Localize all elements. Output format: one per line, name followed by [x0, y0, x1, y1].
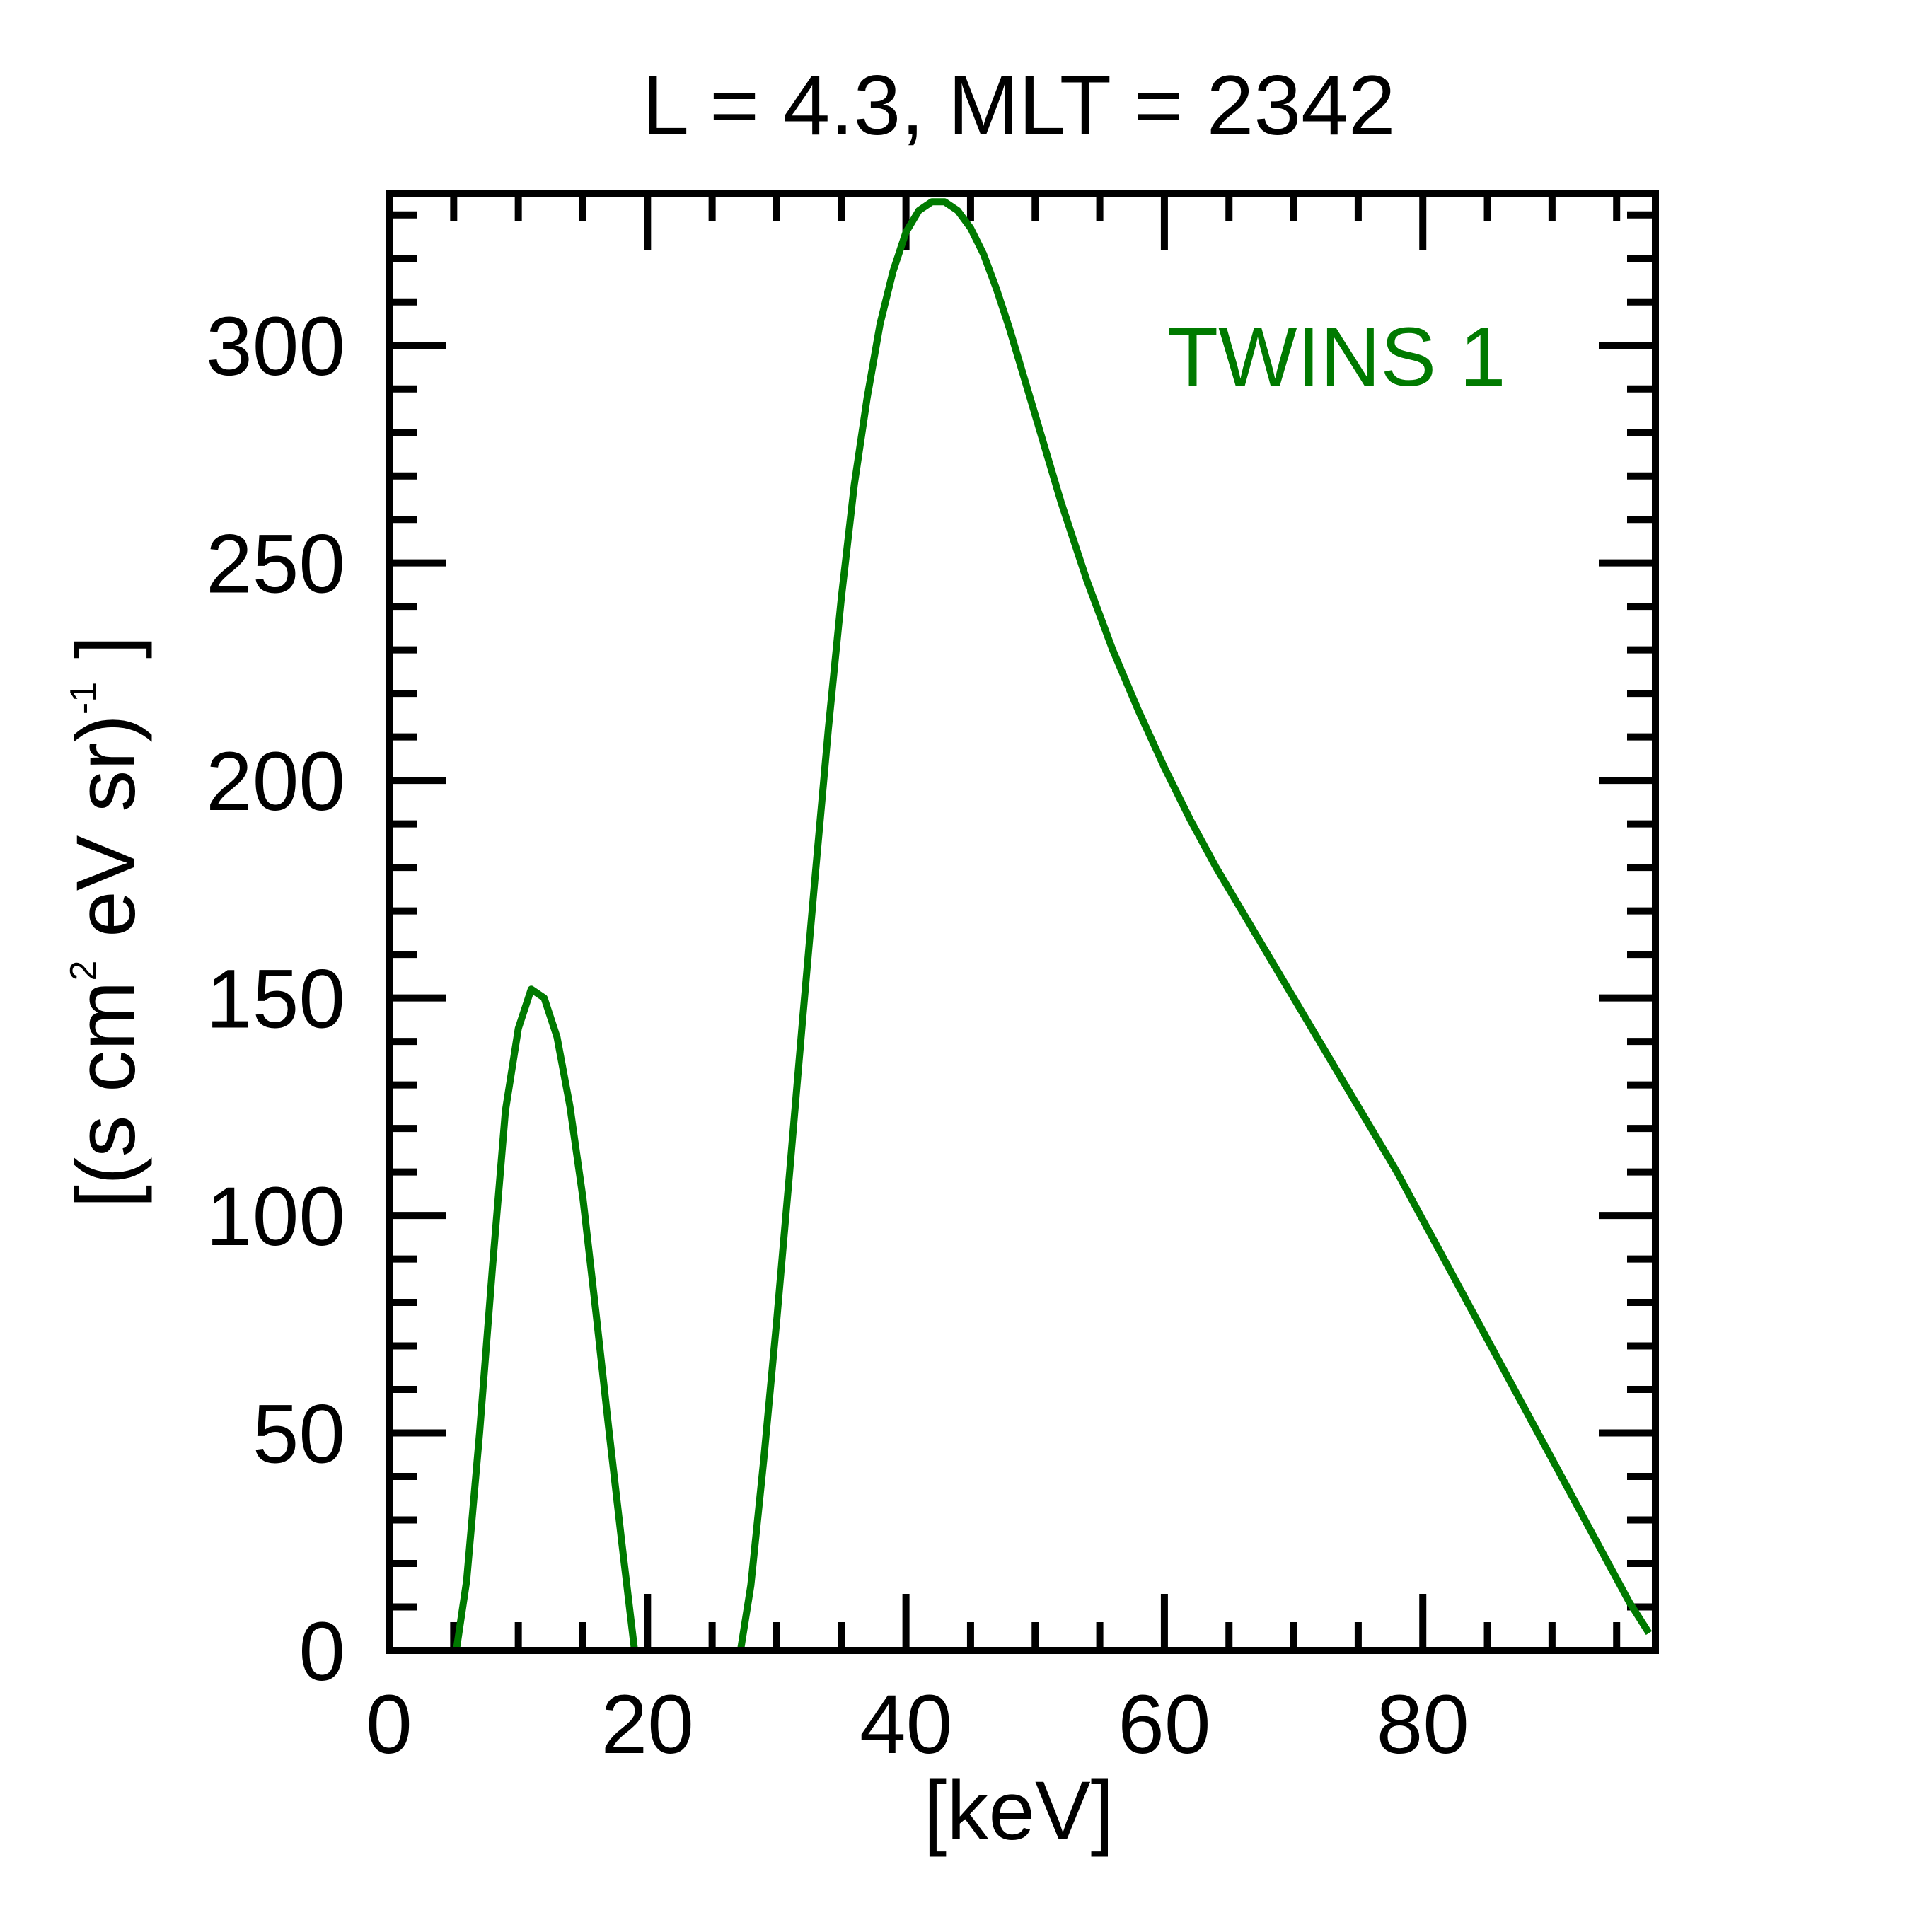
x-axis-label: [keV] — [924, 1764, 1114, 1858]
y-label-sup2: -1 — [63, 682, 104, 715]
series-line — [736, 198, 1653, 1651]
axis-tick-labels: 0 20 40 60 80 0 50 100 150 200 250 300 — [206, 300, 1469, 1771]
chart-title: L = 4.3, MLT = 2342 — [642, 58, 1395, 153]
series-layer — [453, 198, 1653, 1651]
y-tick-label: 150 — [206, 953, 345, 1046]
axis-ticks — [386, 193, 1655, 1654]
series-line — [453, 985, 638, 1651]
y-label-prefix: [(s cm — [59, 981, 153, 1208]
x-tick-label: 80 — [1377, 1678, 1469, 1771]
y-label-middle: eV sr) — [59, 715, 153, 961]
legend-label: TWINS 1 — [1167, 311, 1506, 404]
x-tick-label: 0 — [366, 1678, 412, 1771]
x-tick-label: 60 — [1118, 1678, 1210, 1771]
y-axis-label: [(s cm2 eV sr)-1 ] — [59, 635, 153, 1208]
y-tick-label: 50 — [253, 1388, 345, 1481]
y-label-suffix: ] — [59, 635, 153, 682]
y-tick-label: 200 — [206, 735, 345, 828]
plot-frame — [386, 190, 1659, 1654]
x-tick-label: 40 — [860, 1678, 952, 1771]
x-tick-label: 20 — [601, 1678, 694, 1771]
y-tick-label: 0 — [299, 1605, 345, 1699]
y-tick-label: 300 — [206, 300, 345, 393]
y-tick-label: 250 — [206, 518, 345, 611]
y-tick-label: 100 — [206, 1170, 345, 1263]
y-label-sup1: 2 — [63, 961, 104, 981]
svg-text:[(s cm2 eV sr)-1 ]: [(s cm2 eV sr)-1 ] — [59, 635, 153, 1208]
